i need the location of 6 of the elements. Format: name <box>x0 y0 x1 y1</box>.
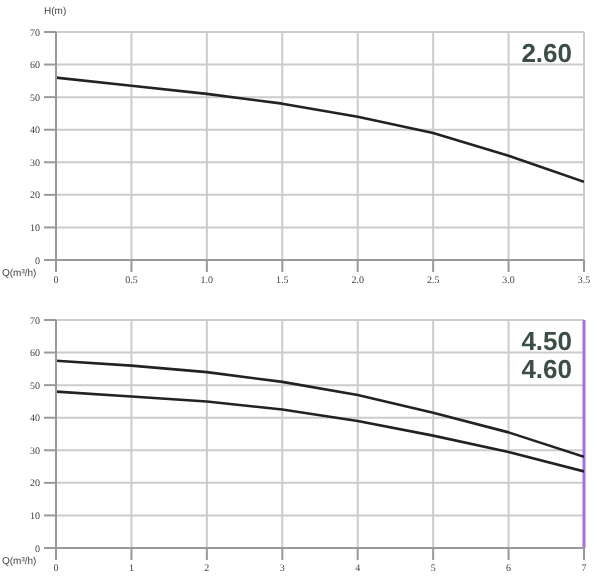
annotation: 2.60 <box>521 38 572 68</box>
annotation: 4.50 <box>521 326 572 356</box>
annotation: 4.60 <box>521 354 572 384</box>
line-series <box>56 359 584 459</box>
line-series <box>56 76 584 184</box>
line-series <box>56 390 584 473</box>
